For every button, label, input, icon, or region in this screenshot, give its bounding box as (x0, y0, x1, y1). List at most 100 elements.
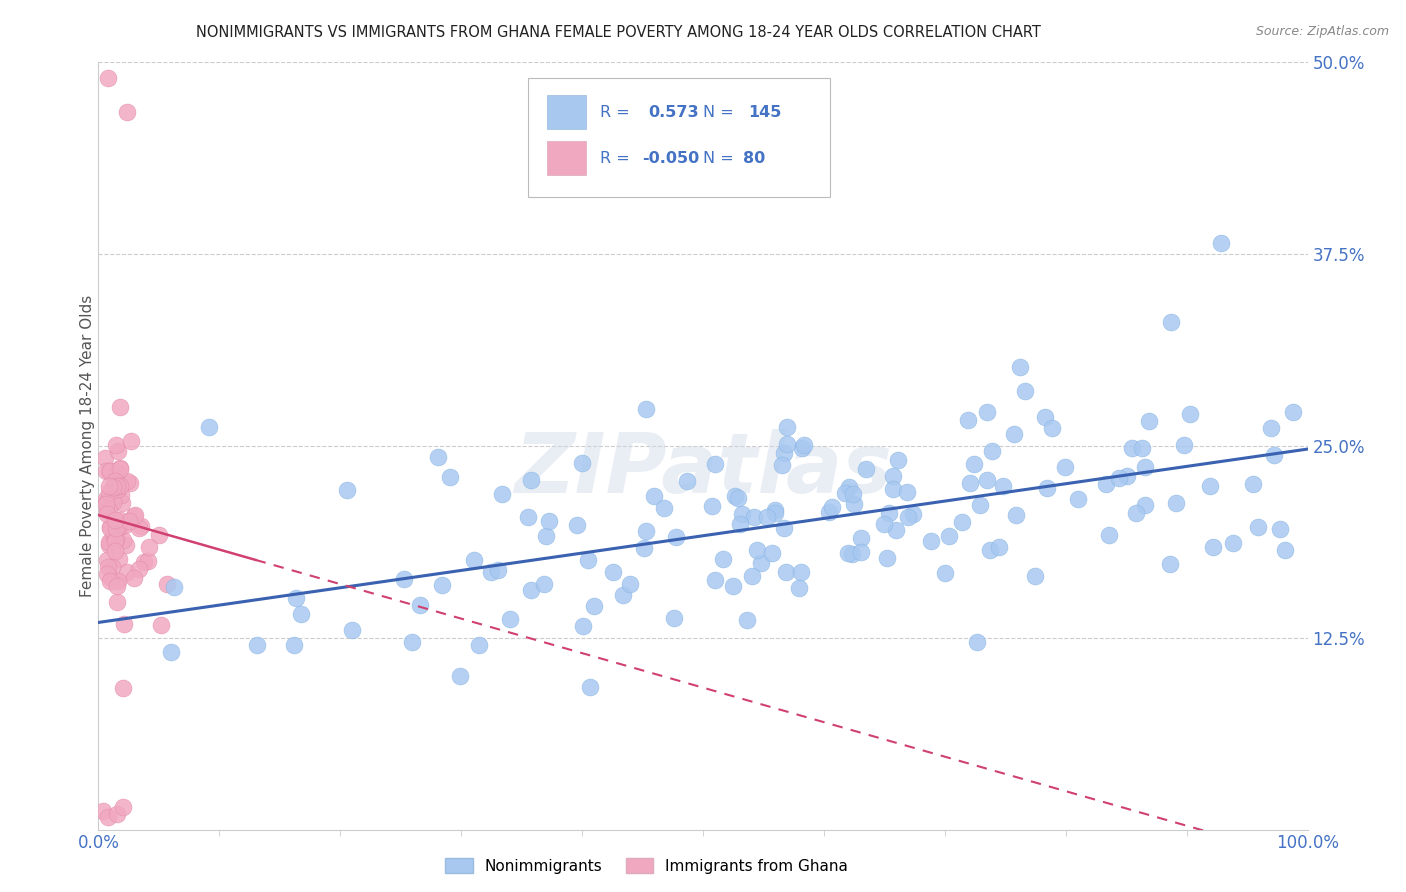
Point (427, 450, 450, 464)
Point (966, 635, 988, 649)
Point (770, 458, 793, 472)
Point (479, 565, 502, 579)
Point (101, 495, 124, 509)
Point (93, 451, 115, 466)
Point (149, 618, 172, 632)
Point (108, 551, 131, 566)
Point (148, 528, 170, 542)
Point (100, 571, 122, 585)
Point (120, 476, 142, 491)
Point (790, 442, 813, 456)
Point (704, 573, 727, 587)
Point (246, 638, 269, 652)
Point (842, 497, 865, 511)
Point (763, 503, 786, 517)
Point (96, 464, 118, 478)
Point (1260, 421, 1282, 435)
Point (1209, 236, 1232, 251)
Point (98, 520, 121, 534)
Point (761, 546, 783, 560)
Point (517, 510, 540, 524)
Point (849, 531, 872, 545)
Point (105, 594, 128, 608)
Point (122, 571, 145, 585)
Point (834, 486, 856, 500)
Point (107, 443, 129, 458)
Point (401, 634, 423, 648)
Point (1040, 421, 1063, 435)
Point (1130, 441, 1153, 455)
Point (101, 560, 124, 574)
Point (98, 484, 121, 499)
Point (94, 491, 117, 506)
Point (976, 473, 998, 487)
Point (118, 515, 141, 529)
Point (991, 478, 1014, 492)
Point (855, 461, 877, 475)
Point (104, 469, 127, 483)
Point (491, 487, 513, 501)
Point (100, 464, 122, 478)
Point (129, 518, 152, 533)
Point (283, 639, 305, 653)
Text: 145: 145 (748, 104, 782, 120)
Point (934, 566, 956, 581)
Point (114, 518, 136, 533)
Text: -0.050: -0.050 (643, 151, 700, 166)
Point (520, 473, 543, 487)
Point (838, 480, 860, 494)
Point (755, 509, 778, 524)
Point (336, 483, 359, 498)
Point (108, 513, 131, 527)
Point (96, 507, 118, 521)
Point (498, 612, 520, 626)
Point (612, 588, 634, 602)
Point (108, 462, 131, 476)
Point (98, 504, 121, 518)
Point (111, 496, 134, 510)
Point (409, 598, 432, 612)
Point (735, 614, 758, 628)
Point (1036, 481, 1059, 495)
Point (576, 553, 599, 567)
Point (105, 489, 128, 503)
Point (136, 553, 159, 567)
Point (565, 518, 588, 533)
Point (1133, 459, 1156, 474)
Point (1274, 543, 1296, 558)
Point (602, 565, 624, 579)
Point (1002, 427, 1025, 442)
Text: ZIPatlas: ZIPatlas (515, 428, 891, 509)
Point (1178, 407, 1201, 421)
Point (901, 508, 924, 522)
Point (1115, 469, 1137, 483)
Point (128, 521, 150, 535)
Point (97, 560, 120, 574)
Point (747, 542, 769, 557)
Point (633, 541, 655, 556)
Point (1173, 438, 1195, 452)
FancyBboxPatch shape (547, 142, 586, 175)
Point (98, 574, 121, 588)
Point (105, 580, 128, 594)
Point (107, 574, 129, 589)
Point (108, 520, 131, 534)
Point (1014, 384, 1036, 399)
Point (520, 583, 543, 598)
Point (463, 553, 485, 567)
Point (841, 547, 863, 561)
Point (578, 680, 600, 694)
Point (787, 581, 810, 595)
Point (536, 529, 558, 543)
Point (723, 579, 745, 593)
Point (1263, 448, 1285, 462)
Point (488, 563, 510, 577)
Point (1010, 359, 1032, 374)
Point (96, 566, 118, 581)
Point (582, 599, 605, 613)
Point (793, 438, 815, 452)
Point (394, 572, 416, 586)
Point (100, 491, 122, 505)
FancyBboxPatch shape (547, 95, 586, 129)
Text: R =: R = (600, 151, 630, 166)
